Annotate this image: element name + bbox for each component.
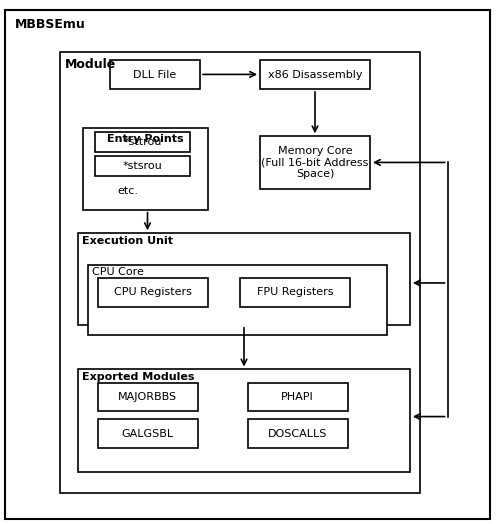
Text: GALGSBL: GALGSBL — [122, 429, 174, 439]
Text: *stsrou: *stsrou — [122, 160, 162, 171]
Text: Memory Core
(Full 16-bit Address
Space): Memory Core (Full 16-bit Address Space) — [262, 146, 368, 179]
FancyBboxPatch shape — [5, 10, 490, 519]
FancyBboxPatch shape — [260, 136, 370, 189]
FancyBboxPatch shape — [60, 52, 420, 493]
Text: MBBSEmu: MBBSEmu — [15, 18, 86, 31]
Text: Exported Modules: Exported Modules — [82, 372, 195, 382]
FancyBboxPatch shape — [78, 369, 410, 472]
FancyBboxPatch shape — [95, 156, 190, 176]
Text: PHAPI: PHAPI — [281, 392, 314, 402]
FancyBboxPatch shape — [98, 278, 208, 307]
Text: CPU Registers: CPU Registers — [114, 287, 192, 297]
FancyBboxPatch shape — [248, 383, 348, 411]
FancyBboxPatch shape — [78, 233, 410, 325]
Text: Entry Points: Entry Points — [106, 134, 184, 144]
FancyBboxPatch shape — [98, 419, 198, 448]
Text: Execution Unit: Execution Unit — [82, 236, 174, 246]
Text: DLL File: DLL File — [134, 70, 176, 80]
Text: *sttrou: *sttrou — [124, 137, 162, 147]
FancyBboxPatch shape — [248, 419, 348, 448]
Text: x86 Disassembly: x86 Disassembly — [268, 70, 362, 80]
Text: etc.: etc. — [117, 186, 138, 196]
FancyBboxPatch shape — [82, 128, 208, 210]
FancyBboxPatch shape — [88, 265, 388, 335]
Text: DOSCALLS: DOSCALLS — [268, 429, 327, 439]
Text: MAJORBBS: MAJORBBS — [118, 392, 177, 402]
FancyBboxPatch shape — [110, 60, 200, 89]
Text: FPU Registers: FPU Registers — [257, 287, 333, 297]
FancyBboxPatch shape — [98, 383, 198, 411]
Text: Module: Module — [65, 58, 116, 71]
FancyBboxPatch shape — [95, 132, 190, 152]
FancyBboxPatch shape — [240, 278, 350, 307]
FancyBboxPatch shape — [260, 60, 370, 89]
Text: CPU Core: CPU Core — [92, 267, 144, 277]
